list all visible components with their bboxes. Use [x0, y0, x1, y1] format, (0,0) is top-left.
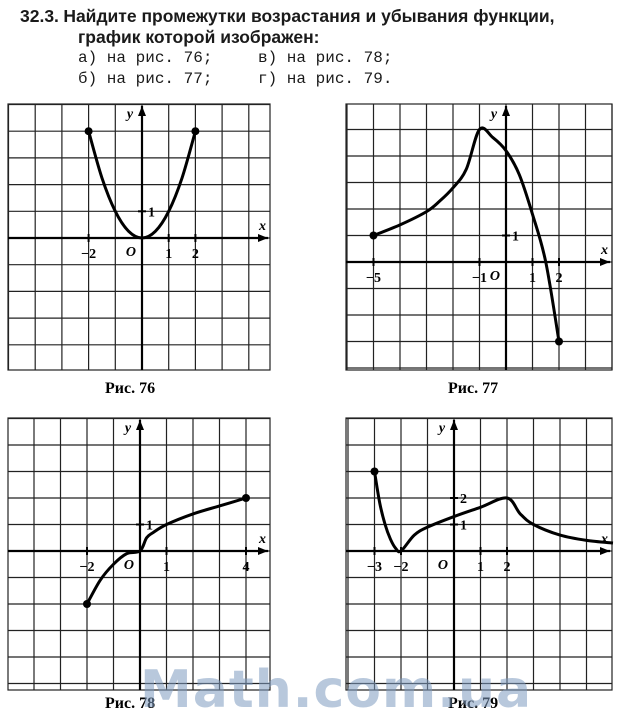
endpoint-dot [84, 127, 93, 136]
endpoint-dot [191, 127, 200, 136]
option-a: а) на рис. 76; [78, 49, 213, 67]
figure-caption: Рис. 78 [105, 695, 155, 712]
y-axis-label: y [123, 421, 132, 436]
x-tick-label: −1 [472, 271, 487, 286]
figure-77: x y O −5 −1 1 2 1 Рис. 77 [345, 103, 613, 397]
y-axis-arrow [450, 420, 458, 430]
y-axis-label: y [125, 107, 134, 122]
watermark: Math.com.ua [140, 660, 533, 720]
x-axis-label: x [258, 532, 266, 547]
figure-caption: Рис. 77 [448, 380, 498, 397]
x-tick-label: 1 [165, 247, 172, 262]
problem-statement: 32.3. Найдите промежутки возрастания и у… [20, 6, 620, 90]
option-b: б) на рис. 77; [78, 70, 213, 88]
x-tick-label: 2 [192, 247, 199, 262]
y-tick-label: 2 [460, 492, 467, 507]
x-axis-label: x [600, 243, 608, 258]
option-v: в) на рис. 78; [258, 49, 393, 67]
x-tick-label: −2 [394, 560, 409, 575]
grid-border [345, 103, 613, 371]
y-tick-label: 1 [148, 205, 155, 220]
x-tick-label: −2 [80, 560, 95, 575]
problem-title-cont: график которой изображен: [78, 27, 320, 47]
x-tick-label: 4 [243, 560, 250, 575]
options-row: а) на рис. 76; в) на рис. 78; [78, 48, 620, 69]
endpoint-dot [370, 467, 379, 476]
figure-76: x y O −2 1 2 1 Рис. 76 [7, 103, 271, 397]
figure-79: x y O −3 −2 1 2 1 2 Рис. 79 [345, 417, 614, 712]
function-curve [85, 496, 247, 605]
x-tick-label: −3 [367, 560, 382, 575]
figure-78: x y O −2 1 4 1 Рис. 78 [7, 417, 271, 712]
x-tick-label: 2 [556, 271, 563, 286]
endpoint-dot [555, 337, 563, 346]
y-axis-arrow [138, 106, 146, 116]
x-tick-label: 1 [477, 560, 484, 575]
endpoint-dot [369, 231, 378, 240]
y-tick-label: 1 [460, 519, 467, 534]
option-g: г) на рис. 79. [258, 70, 393, 88]
y-axis-arrow [502, 106, 510, 116]
function-curve [373, 471, 614, 554]
figure-caption: Рис. 76 [105, 380, 155, 397]
y-axis-label: y [489, 107, 498, 122]
x-axis-arrow [258, 234, 268, 242]
function-curve [87, 130, 197, 240]
y-axis-arrow [136, 420, 144, 430]
x-tick-label: −5 [366, 271, 381, 286]
x-axis-arrow [600, 547, 610, 555]
y-axis-label: y [437, 421, 446, 436]
origin-label: O [490, 269, 500, 284]
origin-label: O [124, 558, 134, 573]
function-curve [372, 126, 561, 342]
y-tick-label: 1 [146, 519, 153, 534]
x-axis-arrow [600, 258, 610, 266]
y-tick-label: 1 [512, 230, 519, 245]
x-axis-arrow [258, 547, 268, 555]
origin-label: O [126, 245, 136, 260]
endpoint-dot [242, 494, 250, 502]
x-tick-label: 1 [529, 271, 536, 286]
x-axis-label: x [600, 532, 608, 547]
x-tick-label: −2 [81, 247, 96, 262]
grid-border [345, 417, 613, 691]
problem-title: Найдите промежутки возрастания и убывани… [63, 6, 555, 26]
endpoint-dot [83, 600, 91, 608]
grid [345, 417, 613, 691]
x-axis-label: x [258, 219, 266, 234]
x-tick-label: 2 [504, 560, 511, 575]
grid [345, 103, 613, 371]
problem-options: а) на рис. 76; в) на рис. 78; б) на рис.… [20, 48, 620, 90]
problem-number: 32.3. [20, 6, 59, 26]
options-row: б) на рис. 77; г) на рис. 79. [78, 69, 620, 90]
figure-caption: Рис. 79 [448, 695, 498, 712]
x-tick-label: 1 [163, 560, 170, 575]
origin-label: O [438, 558, 448, 573]
